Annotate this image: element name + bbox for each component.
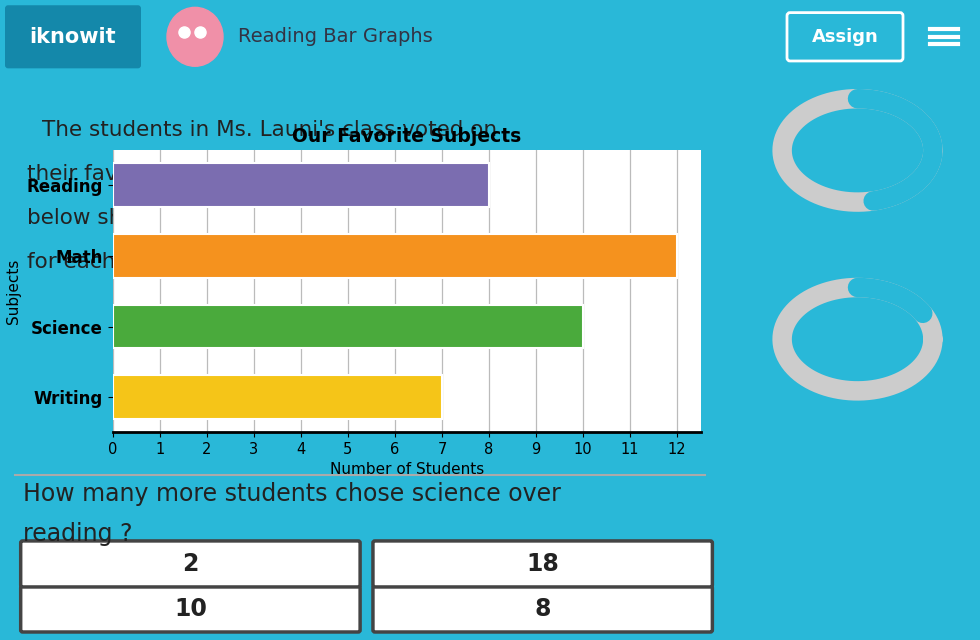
- Bar: [113, 375, 442, 419]
- Y-axis label: Subjects: Subjects: [6, 259, 21, 324]
- Bar: [113, 163, 489, 207]
- Text: 2: 2: [182, 552, 199, 576]
- Text: 18: 18: [526, 552, 560, 576]
- Text: their favorite school subjects. The graph: their favorite school subjects. The grap…: [26, 164, 463, 184]
- Text: 7/15: 7/15: [836, 141, 879, 160]
- X-axis label: Number of Students: Number of Students: [329, 462, 484, 477]
- Text: The students in Ms. Launi's class voted on: The students in Ms. Launi's class voted …: [42, 120, 498, 140]
- FancyBboxPatch shape: [5, 5, 141, 68]
- FancyBboxPatch shape: [373, 586, 712, 632]
- Text: iknowit: iknowit: [29, 27, 117, 47]
- FancyBboxPatch shape: [21, 586, 360, 632]
- Text: below shows how many students voted: below shows how many students voted: [26, 208, 452, 228]
- Text: How many more students chose science over: How many more students chose science ove…: [23, 482, 561, 506]
- Text: Score: Score: [826, 326, 889, 345]
- Bar: [113, 305, 583, 349]
- FancyBboxPatch shape: [21, 541, 360, 587]
- Title: Our Favorite Subjects: Our Favorite Subjects: [292, 127, 521, 146]
- Text: 8: 8: [534, 597, 551, 621]
- Text: for each subject.: for each subject.: [26, 252, 207, 272]
- Text: ◄)): ◄)): [17, 120, 50, 139]
- Text: Reading Bar Graphs: Reading Bar Graphs: [238, 28, 433, 46]
- Circle shape: [167, 7, 223, 66]
- Text: Progress: Progress: [808, 105, 907, 124]
- Text: reading ?: reading ?: [23, 522, 132, 546]
- Bar: [113, 234, 677, 278]
- Text: 5: 5: [851, 329, 864, 349]
- Text: Assign: Assign: [811, 28, 878, 46]
- FancyBboxPatch shape: [373, 541, 712, 587]
- Text: 10: 10: [174, 597, 207, 621]
